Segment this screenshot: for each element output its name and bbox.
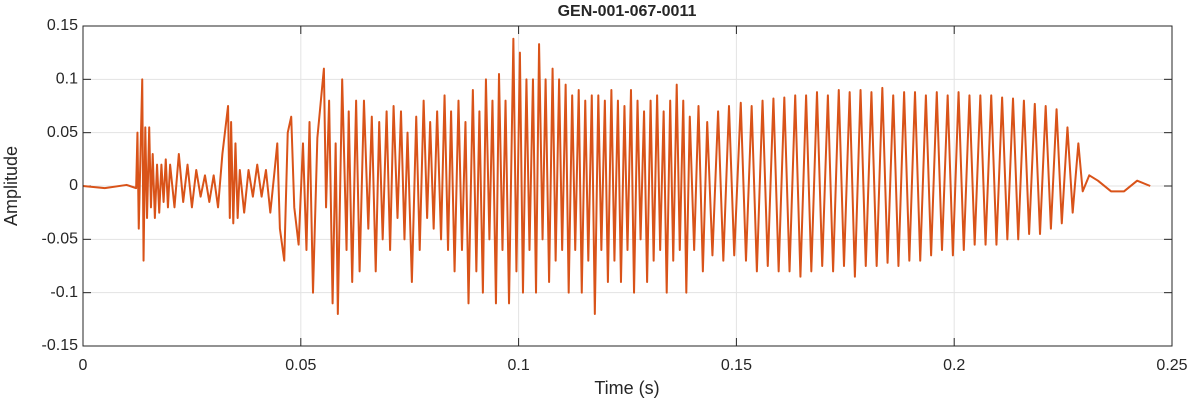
x-tick-label: 0 xyxy=(79,357,88,374)
y-tick-label: 0 xyxy=(69,177,78,194)
y-tick-label: 0.05 xyxy=(47,124,78,141)
x-tick-label: 0.2 xyxy=(943,357,965,374)
y-tick-label: -0.1 xyxy=(50,284,78,301)
y-tick-label: 0.1 xyxy=(56,71,78,88)
y-tick-label: -0.05 xyxy=(42,231,79,248)
plot xyxy=(82,37,1151,315)
y-tick-label: 0.15 xyxy=(47,17,78,34)
x-tick-label: 0.05 xyxy=(285,357,316,374)
x-tick-label: 0.15 xyxy=(721,357,752,374)
axes-box xyxy=(82,25,1173,347)
x-axis-label: Time (s) xyxy=(594,378,659,398)
chart-title: GEN-001-067-0011 xyxy=(558,3,697,20)
waveform xyxy=(82,37,1151,315)
x-tick-label: 0.1 xyxy=(507,357,529,374)
y-tick-label: -0.15 xyxy=(42,337,79,354)
y-axis-label: Amplitude xyxy=(1,146,21,226)
x-tick-label: 0.25 xyxy=(1156,357,1187,374)
